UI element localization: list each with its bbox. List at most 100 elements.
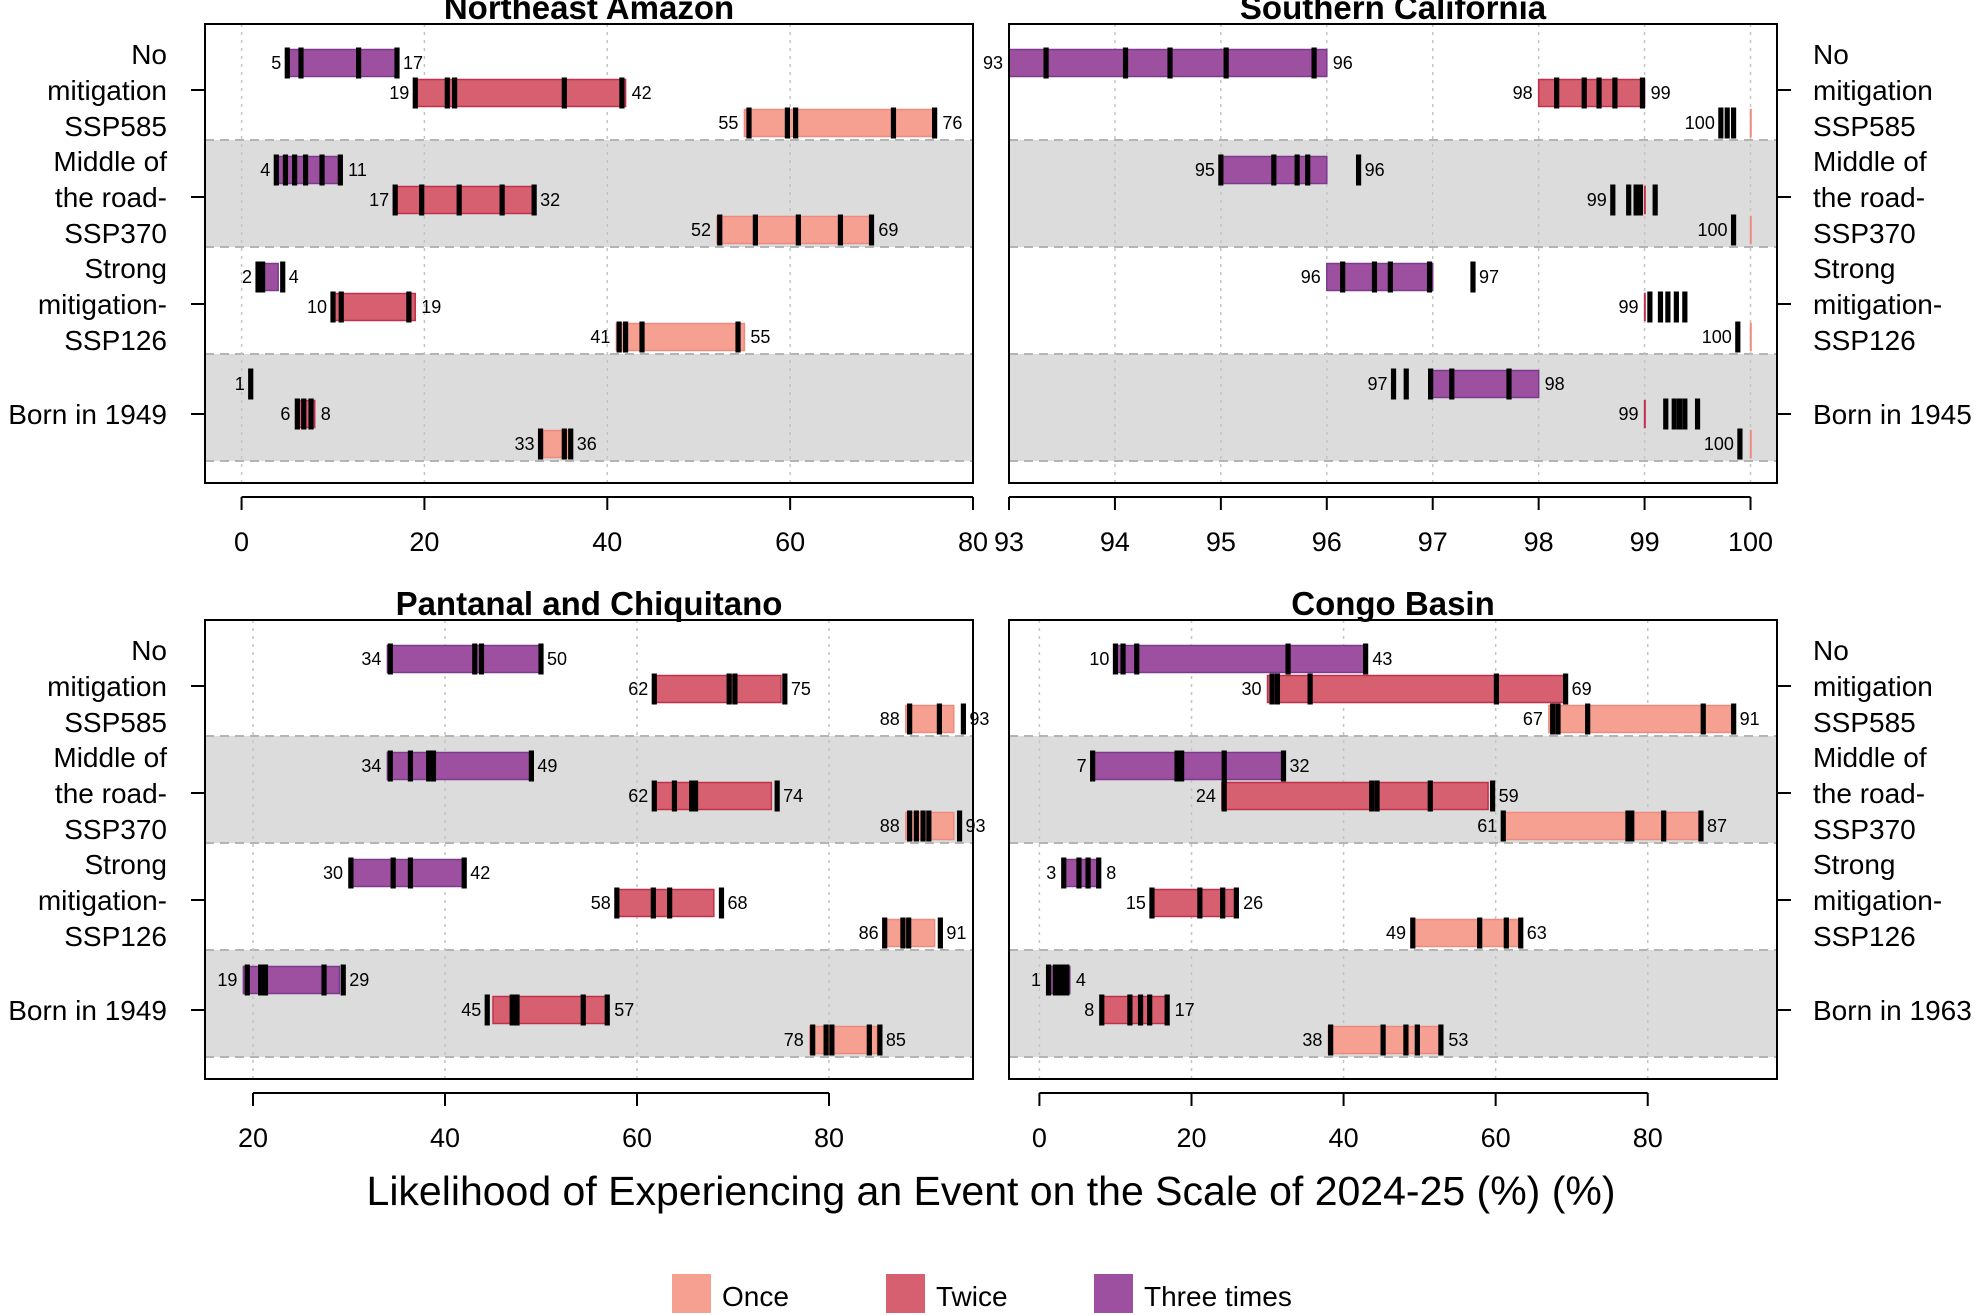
value-label-max: 43 [1372, 649, 1392, 669]
value-label-max: 93 [969, 709, 989, 729]
marker-once [900, 917, 906, 949]
value-label-max: 85 [886, 1030, 906, 1050]
bar-three-times [1091, 751, 1284, 781]
value-label-min: 24 [1196, 786, 1216, 806]
marker-once [956, 810, 963, 842]
marker-three-times [292, 154, 298, 186]
marker-three-times [1311, 47, 1317, 79]
row-label: Born in 1945 [1813, 399, 1972, 430]
x-tick-label: 99 [1630, 527, 1660, 557]
marker-once [793, 107, 799, 139]
marker-once [866, 1024, 872, 1056]
marker-twice [308, 398, 314, 430]
marker-twice [580, 994, 586, 1026]
marker-three-times [407, 750, 414, 782]
value-label-min: 100 [1704, 434, 1734, 454]
marker-three-times [407, 857, 414, 889]
marker-twice [456, 184, 462, 216]
marker-once [1700, 703, 1706, 735]
marker-twice [1663, 398, 1669, 430]
marker-three-times [1285, 643, 1291, 675]
marker-three-times [1221, 750, 1227, 782]
marker-twice [392, 184, 398, 216]
marker-once [1737, 428, 1743, 460]
bar-once [1749, 215, 1752, 245]
marker-three-times [1174, 750, 1180, 782]
row-label: No [1813, 635, 1849, 666]
value-label-min: 100 [1698, 220, 1728, 240]
row-label: the road- [1813, 778, 1925, 809]
bar-twice [1643, 399, 1646, 429]
bar-once [1749, 429, 1752, 459]
bar-twice [1221, 781, 1489, 811]
value-label-min: 96 [1301, 267, 1321, 287]
x-tick-label: 80 [814, 1123, 844, 1153]
marker-twice [1099, 994, 1105, 1026]
marker-twice [1694, 398, 1701, 430]
marker-twice [1665, 291, 1671, 323]
marker-once [1477, 917, 1483, 949]
x-tick-label: 80 [958, 527, 988, 557]
marker-once [1698, 810, 1704, 842]
value-label-min: 98 [1513, 83, 1533, 103]
value-label-min: 33 [515, 434, 535, 454]
row-label: mitigation [1813, 671, 1933, 702]
bar-three-times [286, 48, 398, 78]
legend: Once Twice Three times [672, 1274, 1292, 1313]
x-tick-label: 60 [1481, 1123, 1511, 1153]
row-label: mitigation [47, 75, 167, 106]
row-label: Strong [1813, 849, 1896, 880]
row-label: SSP585 [64, 111, 167, 142]
marker-three-times [337, 154, 343, 186]
marker-once [823, 1024, 829, 1056]
panel-title: Southern California [1240, 0, 1547, 26]
x-tick-label: 20 [409, 527, 439, 557]
x-axis-label: Likelihood of Experiencing an Event on t… [367, 1168, 1616, 1214]
row-label: No [131, 39, 167, 70]
marker-once [906, 917, 912, 949]
marker-twice [1671, 398, 1677, 430]
marker-twice [1676, 398, 1683, 430]
marker-three-times [394, 47, 400, 79]
marker-three-times [1428, 368, 1434, 400]
marker-once [717, 214, 723, 246]
marker-twice [484, 994, 490, 1026]
marker-twice [692, 780, 699, 812]
marker-once [937, 917, 943, 949]
marker-once [1410, 917, 1416, 949]
value-label-min: 8 [1084, 1000, 1094, 1020]
value-label-min: 55 [718, 113, 738, 133]
row-born-in-1949: 19 29 45 57 78 85 Born in 1949 [8, 964, 906, 1056]
marker-once [913, 810, 919, 842]
value-label-max: 74 [783, 786, 803, 806]
value-label-min: 62 [628, 679, 648, 699]
value-label-min: 99 [1587, 190, 1607, 210]
row-label: SSP370 [64, 814, 167, 845]
marker-three-times [1090, 750, 1096, 782]
bar-once [743, 108, 938, 138]
marker-once [810, 1024, 816, 1056]
marker-three-times [461, 857, 467, 889]
value-label-min: 61 [1477, 816, 1497, 836]
marker-twice [650, 887, 656, 919]
panel-pantanal-and-chiquitano: 34 50 62 75 88 93 No mitigation SSP585 34 49 62 74 88… [8, 585, 989, 1153]
bar-once [716, 215, 874, 245]
marker-twice [1637, 184, 1643, 216]
marker-twice [689, 780, 695, 812]
value-label-max: 75 [791, 679, 811, 699]
value-label-max: 42 [470, 863, 490, 883]
marker-twice [774, 780, 780, 812]
marker-twice [726, 673, 732, 705]
marker-once [1585, 703, 1591, 735]
value-label-max: 49 [537, 756, 557, 776]
value-label-min: 67 [1523, 709, 1543, 729]
marker-twice [1563, 673, 1569, 705]
marker-three-times [387, 643, 393, 675]
marker-three-times [538, 643, 544, 675]
marker-three-times [1076, 857, 1082, 889]
marker-twice [1639, 77, 1646, 109]
value-label-max: 68 [727, 893, 747, 913]
row-label: SSP585 [1813, 707, 1916, 738]
marker-once [907, 810, 913, 842]
